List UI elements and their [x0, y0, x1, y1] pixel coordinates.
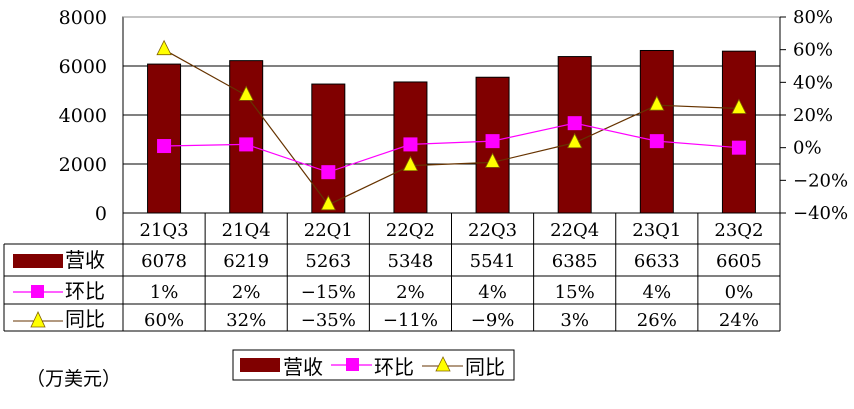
category-label: 23Q1 — [632, 220, 681, 241]
bar-22Q3 — [475, 76, 510, 214]
table-cell: 0% — [725, 282, 754, 303]
table-cell: 3% — [560, 310, 589, 331]
bar-21Q3 — [147, 63, 182, 214]
left-axis-tick: 0 — [95, 203, 107, 225]
right-axis-tick: −40% — [793, 203, 848, 224]
row-header: 营收 — [65, 248, 105, 272]
table-cell: 24% — [719, 310, 759, 331]
left-axis-tick: 6000 — [59, 56, 107, 78]
right-axis-tick: 20% — [793, 105, 833, 126]
category-label: 22Q3 — [468, 220, 517, 241]
marker-square — [567, 116, 582, 131]
row-header: 同比 — [65, 307, 105, 331]
category-label: 21Q4 — [222, 220, 271, 241]
table-cell: −35% — [301, 310, 356, 331]
line-同比 — [163, 49, 739, 206]
table-cell: 5541 — [470, 251, 516, 272]
marker-triangle — [731, 98, 747, 114]
table-cell: 2% — [232, 282, 261, 303]
table-cell: −15% — [301, 282, 356, 303]
marker-triangle — [238, 85, 254, 101]
table-cell: 6219 — [223, 251, 269, 272]
marker-square — [157, 139, 172, 154]
row-header: 环比 — [65, 279, 105, 303]
table-cell: −9% — [471, 310, 515, 331]
svg-text:营收: 营收 — [283, 355, 323, 379]
marker-triangle — [484, 152, 501, 168]
left-axis-tick: 2000 — [59, 154, 107, 176]
table-cell: 6385 — [552, 251, 598, 272]
bar-23Q1 — [639, 49, 674, 214]
svg-text:同比: 同比 — [465, 355, 505, 379]
marker-triangle — [156, 39, 172, 56]
category-label: 22Q1 — [304, 220, 353, 241]
category-label: 21Q3 — [140, 220, 189, 241]
right-axis-tick: 0% — [793, 138, 822, 159]
category-label: 23Q2 — [714, 220, 763, 241]
table-cell: 26% — [637, 310, 677, 331]
right-axis-tick: 60% — [793, 40, 833, 61]
category-label: 22Q2 — [386, 220, 435, 241]
table-cell: 5263 — [305, 251, 351, 272]
table-cell: 4% — [478, 282, 507, 303]
table-cell: 2% — [396, 282, 425, 303]
table-cell: 4% — [643, 282, 672, 303]
bar-22Q1 — [311, 83, 346, 214]
table-cell: 6633 — [634, 251, 680, 272]
marker-triangle — [402, 155, 419, 172]
table-cell: −11% — [383, 310, 438, 331]
unit-note: （万美元） — [26, 368, 121, 390]
table-cell: 5348 — [388, 251, 434, 272]
right-axis-tick: 40% — [793, 72, 833, 93]
marker-square — [485, 134, 500, 149]
marker-triangle — [320, 194, 336, 211]
marker-square — [649, 134, 664, 149]
left-axis-tick: 4000 — [59, 105, 107, 127]
category-label: 22Q4 — [550, 220, 599, 241]
marker-triangle — [649, 95, 665, 111]
table-cell: 15% — [555, 282, 595, 303]
table-cell: 60% — [144, 310, 184, 331]
table-cell: 32% — [226, 310, 266, 331]
table-cell: 6605 — [716, 251, 762, 272]
marker-square — [403, 137, 418, 152]
legend: 营收 环比 同比 — [232, 349, 515, 381]
left-axis-tick: 8000 — [59, 7, 107, 29]
svg-text:环比: 环比 — [374, 355, 414, 379]
table-cell: 1% — [150, 282, 179, 303]
right-axis-tick: 80% — [793, 7, 833, 28]
legend-bar-swatch — [13, 254, 63, 268]
marker-square — [321, 165, 336, 180]
bar-23Q2 — [721, 50, 756, 214]
bar-21Q4 — [229, 60, 264, 214]
right-axis-tick: −20% — [793, 170, 848, 191]
table-cell: 6078 — [141, 251, 187, 272]
line-环比 — [164, 122, 739, 173]
marker-square — [731, 140, 746, 155]
marker-triangle — [567, 132, 583, 149]
marker-square — [239, 137, 254, 152]
